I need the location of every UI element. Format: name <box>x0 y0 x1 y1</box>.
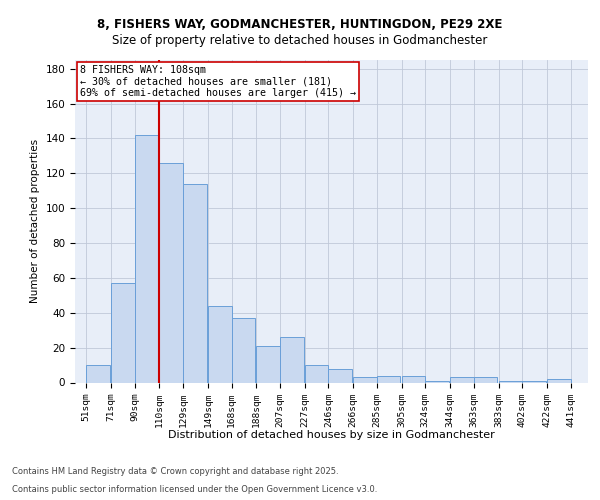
Bar <box>425 381 449 382</box>
Bar <box>353 378 377 382</box>
Text: Contains public sector information licensed under the Open Government Licence v3: Contains public sector information licen… <box>12 485 377 494</box>
Text: 8 FISHERS WAY: 108sqm
← 30% of detached houses are smaller (181)
69% of semi-det: 8 FISHERS WAY: 108sqm ← 30% of detached … <box>80 65 356 98</box>
Bar <box>401 376 425 382</box>
X-axis label: Distribution of detached houses by size in Godmanchester: Distribution of detached houses by size … <box>168 430 495 440</box>
Bar <box>499 381 522 382</box>
Bar <box>183 184 206 382</box>
Bar <box>134 135 158 382</box>
Text: Contains HM Land Registry data © Crown copyright and database right 2025.: Contains HM Land Registry data © Crown c… <box>12 467 338 476</box>
Text: 8, FISHERS WAY, GODMANCHESTER, HUNTINGDON, PE29 2XE: 8, FISHERS WAY, GODMANCHESTER, HUNTINGDO… <box>97 18 503 30</box>
Bar <box>208 306 232 382</box>
Bar <box>232 318 255 382</box>
Text: Size of property relative to detached houses in Godmanchester: Size of property relative to detached ho… <box>112 34 488 47</box>
Bar <box>305 365 328 382</box>
Bar <box>328 368 352 382</box>
Bar <box>160 163 183 382</box>
Bar <box>377 376 400 382</box>
Bar <box>86 365 110 382</box>
Bar <box>111 283 134 382</box>
Bar <box>450 378 474 382</box>
Y-axis label: Number of detached properties: Number of detached properties <box>30 139 40 304</box>
Bar <box>474 378 497 382</box>
Bar <box>547 379 571 382</box>
Bar <box>256 346 280 383</box>
Bar <box>522 381 546 382</box>
Bar <box>280 337 304 382</box>
